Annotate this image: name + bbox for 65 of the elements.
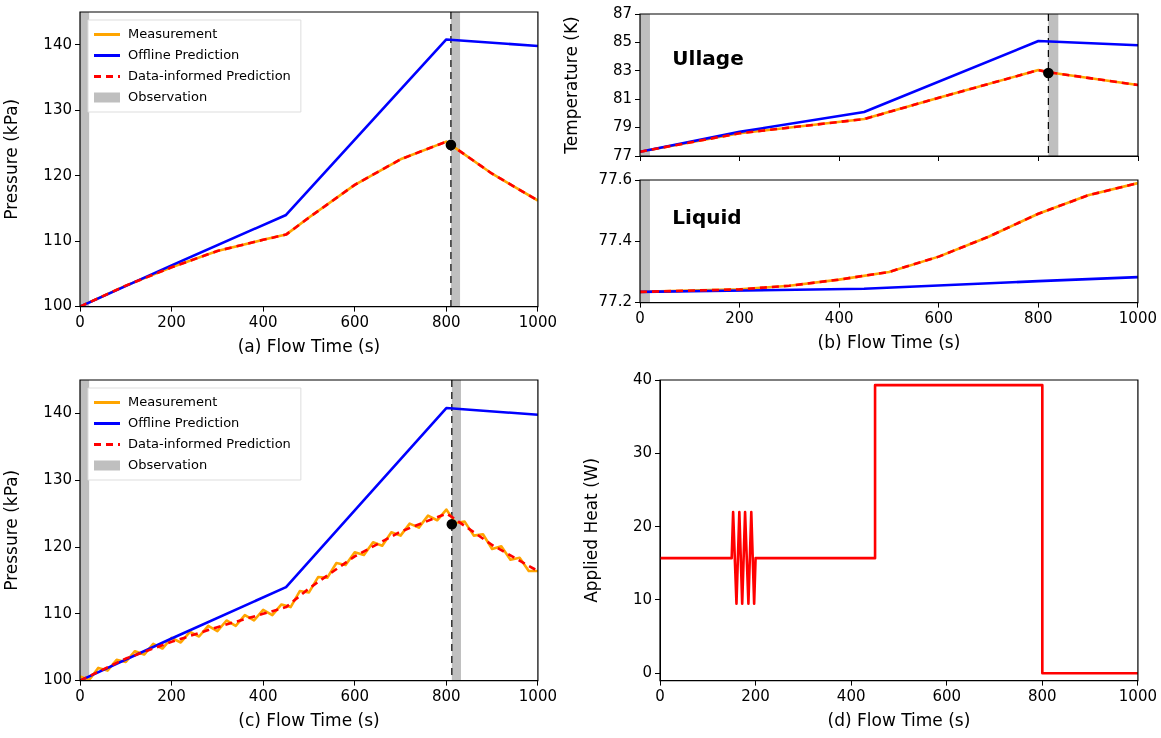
x-tick-label: 400 xyxy=(836,687,866,706)
y-axis-title: Pressure (kPa) xyxy=(0,98,21,220)
x-tick-label: 0 xyxy=(75,687,85,706)
y-tick-label: 83 xyxy=(612,60,632,79)
y-tick-label: 30 xyxy=(632,443,652,462)
x-tick-label: 1000 xyxy=(1118,309,1158,328)
y-tick-label: 0 xyxy=(642,663,652,682)
x-tick-label: 600 xyxy=(340,313,370,332)
x-tick-label: 0 xyxy=(655,687,665,706)
y-tick-label: 100 xyxy=(43,296,72,315)
y-tick-label: 100 xyxy=(43,670,72,689)
x-tick-label: 400 xyxy=(824,309,854,328)
y-tick-label: 77 xyxy=(612,145,632,164)
y-tick-label: 110 xyxy=(43,603,72,622)
x-axis-title: (a) Flow Time (s) xyxy=(237,336,381,357)
annotation: Liquid xyxy=(672,205,742,230)
y-tick-label: 20 xyxy=(632,516,652,535)
x-tick-label: 0 xyxy=(75,313,85,332)
x-axis-title: (d) Flow Time (s) xyxy=(827,710,971,731)
y-axis-title: Pressure (kPa) xyxy=(0,469,21,591)
y-tick-label: 79 xyxy=(612,117,632,136)
y-tick-label: 87 xyxy=(612,3,632,22)
x-tick-label: 600 xyxy=(924,309,954,328)
x-axis-title: (b) Flow Time (s) xyxy=(817,332,961,353)
x-tick-label: 800 xyxy=(432,687,461,706)
y-tick-label: 77.6 xyxy=(598,169,632,188)
x-tick-label: 400 xyxy=(248,687,278,706)
x-tick-label: 800 xyxy=(432,313,461,332)
legend-label: Measurement xyxy=(128,393,218,409)
annotation: Ullage xyxy=(672,45,744,70)
y-tick-label: 40 xyxy=(632,369,652,388)
legend-label: Data-informed Prediction xyxy=(128,67,291,83)
y-tick-label: 81 xyxy=(612,89,632,108)
x-tick-label: 800 xyxy=(1028,687,1057,706)
x-tick-label: 1000 xyxy=(1118,687,1158,706)
y-tick-label: 110 xyxy=(43,231,72,250)
legend-label: Offline Prediction xyxy=(128,414,240,430)
y-tick-label: 140 xyxy=(43,403,72,422)
x-tick-label: 1000 xyxy=(518,687,558,706)
legend-label: Measurement xyxy=(128,25,218,41)
x-tick-label: 600 xyxy=(340,687,370,706)
legend-label: Offline Prediction xyxy=(128,46,240,62)
y-tick-label: 130 xyxy=(43,470,72,489)
y-axis-title: Applied Heat (W) xyxy=(580,457,601,603)
y-tick-label: 120 xyxy=(43,165,72,184)
y-tick-label: 130 xyxy=(43,100,72,119)
x-tick-label: 400 xyxy=(248,313,278,332)
x-tick-label: 200 xyxy=(157,687,186,706)
y-tick-label: 85 xyxy=(612,32,632,51)
x-tick-label: 600 xyxy=(932,687,962,706)
x-tick-label: 1000 xyxy=(518,313,558,332)
x-tick-label: 200 xyxy=(725,309,754,328)
x-tick-label: 800 xyxy=(1024,309,1053,328)
y-axis-title: Temperature (K) xyxy=(560,16,581,155)
x-tick-label: 200 xyxy=(157,313,186,332)
y-tick-label: 140 xyxy=(43,34,72,53)
y-tick-label: 10 xyxy=(632,589,652,608)
y-tick-label: 120 xyxy=(43,536,72,555)
x-axis-title: (c) Flow Time (s) xyxy=(238,710,380,731)
x-tick-label: 200 xyxy=(741,687,770,706)
y-tick-label: 77.4 xyxy=(598,231,632,250)
band-label: Observation xyxy=(128,88,208,104)
legend-label: Data-informed Prediction xyxy=(128,435,291,451)
y-tick-label: 77.2 xyxy=(598,292,632,311)
band-label: Observation xyxy=(128,456,208,472)
